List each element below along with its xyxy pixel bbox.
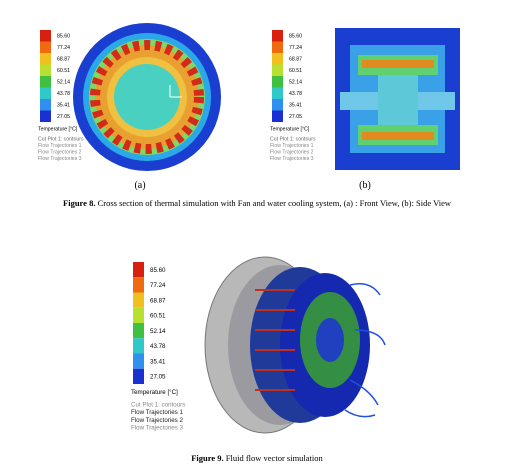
- colorbar-band: [272, 53, 283, 65]
- legend-value: 27.05: [289, 114, 302, 120]
- colorbar-band: [272, 64, 283, 76]
- legend-value: 60.51: [57, 68, 70, 74]
- legend-value: 43.78: [150, 343, 166, 350]
- legend-value: 68.87: [289, 57, 302, 63]
- legend-value: 43.78: [289, 91, 302, 97]
- legend-entry: Cut Plot 1: contours: [270, 137, 316, 143]
- panel-label: (a): [134, 180, 145, 191]
- caption-text: Cross section of thermal simulation with…: [95, 198, 451, 208]
- caption-label: Figure 9.: [191, 453, 223, 463]
- legend-value: 77.24: [57, 45, 70, 51]
- legend-value: 35.41: [289, 103, 302, 109]
- colorbar-band: [133, 368, 144, 384]
- legend-entry: Cut Plot 1: contours: [38, 137, 84, 143]
- legend-value: 77.24: [289, 45, 302, 51]
- colorbar-band: [40, 64, 51, 76]
- legend-entry: Cut Plot 1: contours: [131, 401, 185, 408]
- colorbar-band: [40, 99, 51, 111]
- legend-value: 60.51: [150, 313, 166, 320]
- legend-value: 85.60: [57, 34, 70, 40]
- caption: Figure 9. Fluid flow vector simulation: [191, 453, 323, 463]
- legend-value: 68.87: [57, 57, 70, 63]
- front-view-image: [72, 22, 222, 172]
- legend-value: 60.51: [289, 68, 302, 74]
- colorbar-band: [40, 76, 51, 88]
- legend-entry: Flow Trajectories 1: [270, 143, 314, 149]
- legend-unit: Temperature [°C]: [131, 389, 178, 396]
- caption-label: Figure 8.: [63, 198, 95, 208]
- colorbar-band: [133, 262, 144, 278]
- colorbar-band: [40, 41, 51, 53]
- colorbar-band: [133, 277, 144, 293]
- colorbar-band: [40, 30, 51, 42]
- legend-value: 85.60: [289, 34, 302, 40]
- colorbar-band: [133, 307, 144, 323]
- colorbar-band: [133, 338, 144, 354]
- legend-entry: Flow Trajectories 1: [38, 143, 82, 149]
- legend-entry: Flow Trajectories 3: [38, 156, 82, 162]
- panel-label: (b): [359, 180, 371, 191]
- colorbar-band: [272, 30, 283, 42]
- legend-entry: Flow Trajectories 3: [270, 156, 314, 162]
- colorbar-band: [272, 87, 283, 99]
- legend-entry: Flow Trajectories 2: [38, 150, 82, 156]
- legend-value: 27.05: [150, 374, 166, 381]
- side-view-image: [335, 28, 460, 170]
- legend-value: 52.14: [150, 328, 166, 335]
- colorbar-band: [133, 353, 144, 369]
- colorbar-band: [133, 323, 144, 339]
- legend-entry: Flow Trajectories 1: [131, 409, 183, 416]
- colorbar-band: [40, 110, 51, 122]
- colorbar-band: [272, 110, 283, 122]
- legend-entry: Flow Trajectories 3: [131, 425, 183, 432]
- colorbar-band: [40, 87, 51, 99]
- legend-value: 27.05: [57, 114, 70, 120]
- caption-text: Fluid flow vector simulation: [224, 453, 324, 463]
- legend-value: 43.78: [57, 91, 70, 97]
- legend-value: 35.41: [150, 358, 166, 365]
- legend-value: 77.24: [150, 282, 166, 289]
- caption: Figure 8. Cross section of thermal simul…: [63, 198, 452, 208]
- legend-value: 35.41: [57, 103, 70, 109]
- legend-value: 52.14: [289, 80, 302, 86]
- legend-value: 85.60: [150, 267, 166, 274]
- legend-entry: Flow Trajectories 2: [131, 417, 183, 424]
- colorbar-band: [133, 292, 144, 308]
- colorbar-band: [40, 53, 51, 65]
- colorbar-band: [272, 99, 283, 111]
- legend-value: 68.87: [150, 297, 166, 304]
- flow-vector-image: [204, 256, 386, 434]
- legend-unit: Temperature [°C]: [38, 126, 78, 132]
- legend-value: 52.14: [57, 80, 70, 86]
- legend-unit: Temperature [°C]: [270, 126, 310, 132]
- colorbar-band: [272, 76, 283, 88]
- colorbar-band: [272, 41, 283, 53]
- legend-entry: Flow Trajectories 2: [270, 150, 314, 156]
